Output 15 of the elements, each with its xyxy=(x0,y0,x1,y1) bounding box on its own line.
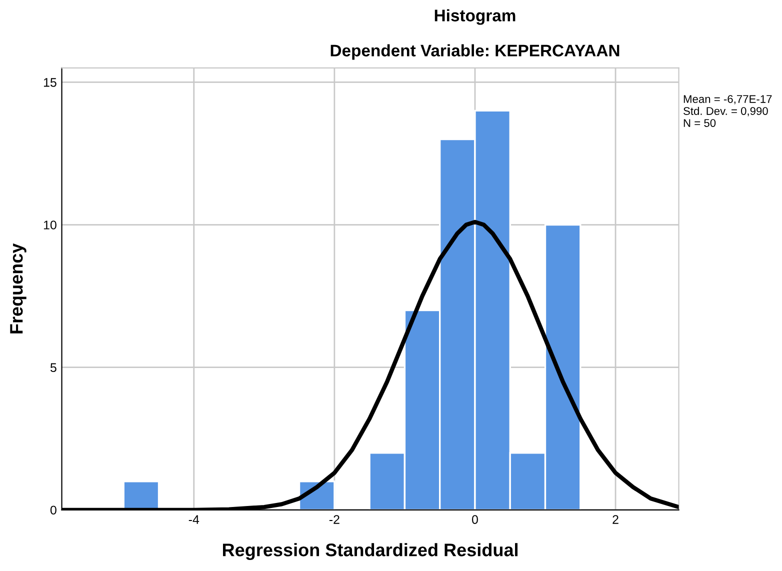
y-tick-label: 10 xyxy=(44,220,56,230)
x-tick-label: 0 xyxy=(472,515,478,524)
y-tick-label: 5 xyxy=(50,363,56,372)
y-tick-label: 15 xyxy=(44,78,56,87)
x-tick-label: -4 xyxy=(188,515,200,524)
chart-title: Histogram xyxy=(434,9,516,25)
y-tick-label: 0 xyxy=(50,506,56,515)
text: Std. Dev. = 0,990 xyxy=(684,106,768,116)
x-tick-label: -2 xyxy=(329,515,340,524)
y-axis-title: Frequency xyxy=(10,243,26,334)
x-tick-label: 2 xyxy=(612,515,618,524)
text: N = 50 xyxy=(684,119,716,127)
text: Mean = -6,77E-17 xyxy=(684,95,772,104)
chart-subtitle: Dependent Variable: KEPERCAYAAN xyxy=(330,44,620,60)
x-axis-title: Regression Standardized Residual xyxy=(223,543,518,560)
